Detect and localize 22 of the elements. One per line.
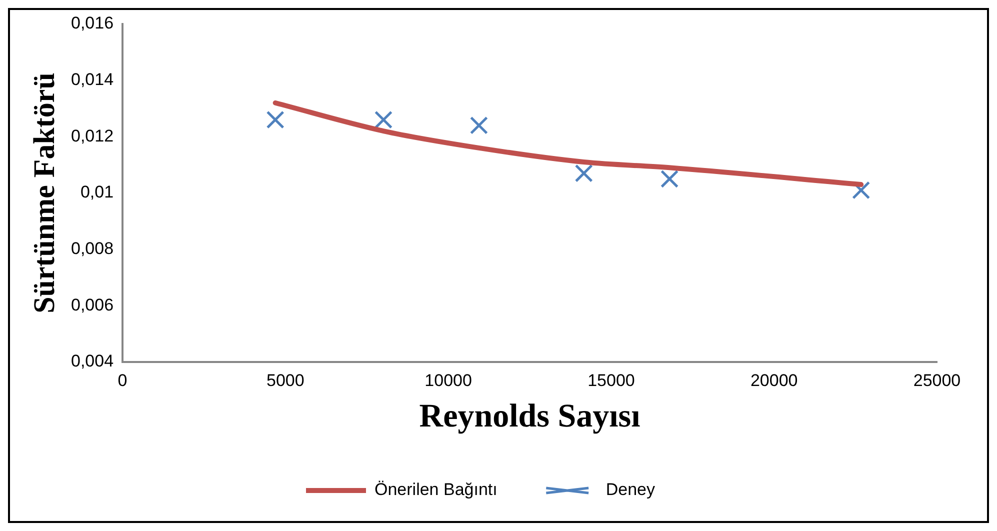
y-axis-title: Sürtünme Faktörü bbox=[28, 72, 61, 314]
point bbox=[470, 116, 488, 134]
point bbox=[374, 110, 393, 129]
y-tick-label: 0,016 bbox=[70, 14, 114, 33]
x-axis-title: Reynolds Sayısı bbox=[419, 398, 640, 435]
x-tick-label: 5000 bbox=[266, 370, 304, 390]
y-tick-label: 0,008 bbox=[70, 239, 114, 258]
x-tick-label: 10000 bbox=[424, 370, 472, 390]
y-tick-label: 0,014 bbox=[70, 70, 114, 90]
point bbox=[574, 164, 593, 182]
x-tick-label: 20000 bbox=[750, 370, 798, 390]
x-tick-label: 25000 bbox=[913, 370, 961, 390]
x-tick-label: 15000 bbox=[588, 370, 635, 390]
y-tick-label: 0,012 bbox=[70, 126, 114, 146]
legend-label: Önerilen Bağıntı bbox=[374, 480, 498, 500]
y-tick-label: 0,01 bbox=[80, 182, 114, 202]
point bbox=[660, 170, 679, 188]
point bbox=[266, 110, 284, 129]
legend-label: Deney bbox=[606, 480, 656, 500]
x-tick-label: 0 bbox=[118, 370, 128, 390]
y-tick-label: 0,006 bbox=[70, 295, 114, 314]
y-tick-label: 0,004 bbox=[70, 352, 114, 371]
